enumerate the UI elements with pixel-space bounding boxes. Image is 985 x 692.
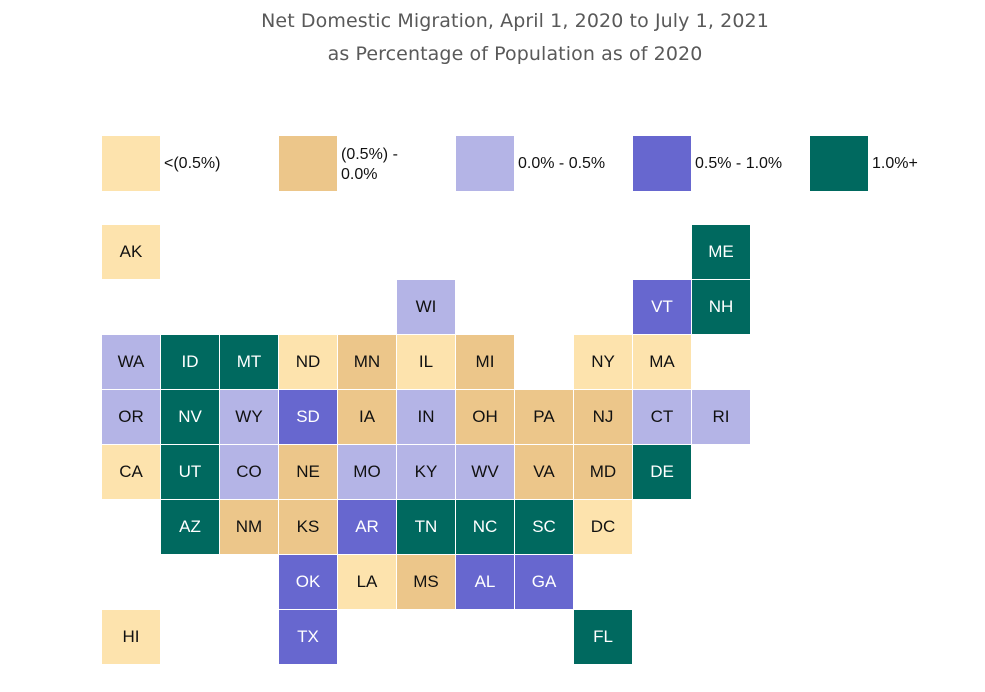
state-tile-ny: NY [574,335,632,389]
state-tile-nh: NH [692,280,750,334]
state-tile-md: MD [574,445,632,499]
legend-label-p10-plus: 1.0%+ [872,155,918,172]
state-tile-il: IL [397,335,455,389]
state-tile-tn: TN [397,500,455,554]
state-tile-ks: KS [279,500,337,554]
legend-swatch-p05-10 [633,136,691,191]
state-tile-va: VA [515,445,573,499]
state-tile-in: IN [397,390,455,444]
state-tile-pa: PA [515,390,573,444]
state-tile-me: ME [692,225,750,279]
state-tile-ok: OK [279,555,337,609]
state-tile-ct: CT [633,390,691,444]
legend-swatch-lt-neg05 [102,136,160,191]
state-tile-nj: NJ [574,390,632,444]
legend-label-p05-10: 0.5% - 1.0% [695,155,783,172]
state-tile-sd: SD [279,390,337,444]
state-tile-oh: OH [456,390,514,444]
state-tile-wi: WI [397,280,455,334]
state-tile-mo: MO [338,445,396,499]
state-tile-az: AZ [161,500,219,554]
map-title: Net Domestic Migration, April 1, 2020 to… [261,10,769,32]
state-tile-ky: KY [397,445,455,499]
state-tile-ne: NE [279,445,337,499]
map-subtitle: as Percentage of Population as of 2020 [327,43,703,65]
state-tile-sc: SC [515,500,573,554]
state-tile-wy: WY [220,390,278,444]
state-tile-nv: NV [161,390,219,444]
state-tile-nc: NC [456,500,514,554]
state-tile-ia: IA [338,390,396,444]
state-tile-ri: RI [692,390,750,444]
state-tile-nm: NM [220,500,278,554]
state-tile-fl: FL [574,610,632,664]
state-tile-or: OR [102,390,160,444]
legend-swatch-neg05-0 [279,136,337,191]
state-tile-ma: MA [633,335,691,389]
state-tile-wv: WV [456,445,514,499]
legend-swatch-p0-05 [456,136,514,191]
state-tile-de: DE [633,445,691,499]
state-tile-ca: CA [102,445,160,499]
state-tile-ar: AR [338,500,396,554]
state-tile-ga: GA [515,555,573,609]
state-tile-wa: WA [102,335,160,389]
state-tile-nd: ND [279,335,337,389]
state-tile-ak: AK [102,225,160,279]
legend-swatch-p10-plus [810,136,868,191]
state-tile-ut: UT [161,445,219,499]
state-tile-al: AL [456,555,514,609]
state-tile-mt: MT [220,335,278,389]
legend-label-p0-05: 0.0% - 0.5% [518,155,606,172]
state-tile-ms: MS [397,555,455,609]
state-tile-dc: DC [574,500,632,554]
legend-label-neg05-0: (0.5%) - 0.0% [341,146,398,183]
legend-label-lt-neg05: <(0.5%) [164,155,221,172]
state-tile-mn: MN [338,335,396,389]
state-tile-mi: MI [456,335,514,389]
state-tile-vt: VT [633,280,691,334]
state-tile-co: CO [220,445,278,499]
state-tile-id: ID [161,335,219,389]
state-tile-tx: TX [279,610,337,664]
state-tile-la: LA [338,555,396,609]
state-tile-hi: HI [102,610,160,664]
